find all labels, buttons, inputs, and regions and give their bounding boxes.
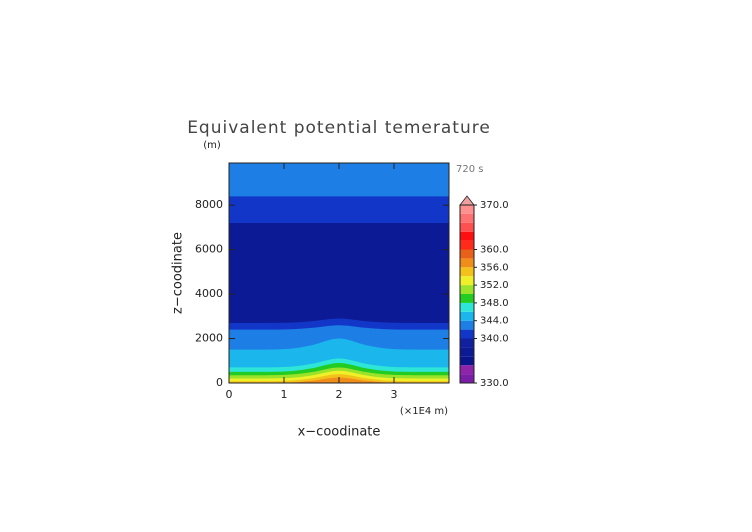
colorbar-tick-label: 330.0: [480, 378, 509, 389]
x-tick-label: 2: [336, 388, 343, 401]
colorbar-tick-label: 340.0: [480, 334, 509, 345]
colorbar-bin: [460, 213, 474, 223]
colorbar-bin: [460, 356, 474, 366]
colorbar-tick-label: 356.0: [480, 262, 509, 273]
colorbar-tick-label: 370.0: [480, 200, 509, 211]
y-unit: (m): [203, 140, 221, 151]
colorbar-bin: [460, 276, 474, 286]
colorbar-frame: [459, 204, 475, 384]
x-axis-label: x−coodinate: [298, 425, 381, 440]
chart-title: Equivalent potential temerature: [187, 118, 491, 138]
y-tick-label: 2000: [195, 332, 223, 345]
colorbar-bin: [460, 267, 474, 277]
colorbar-bin: [460, 231, 474, 241]
colorbar-tick-label: 360.0: [480, 245, 509, 256]
colorbar-bin: [460, 347, 474, 357]
x-tick-label: 0: [226, 388, 233, 401]
colorbar-bin: [460, 302, 474, 312]
colorbar-tick-label: 352.0: [480, 280, 509, 291]
field: [229, 163, 449, 383]
x-tick-label: 1: [281, 388, 288, 401]
time-label: 720 s: [456, 164, 483, 175]
colorbar-bin: [460, 294, 474, 303]
colorbar-tick-label: 344.0: [480, 316, 509, 327]
colorbar-bin: [460, 329, 474, 339]
colorbar-bin: [460, 320, 474, 330]
colorbar-bin: [460, 365, 474, 375]
colorbar-tick-label: 348.0: [480, 298, 509, 309]
colorbar-bin: [460, 285, 474, 294]
colorbar-bin: [460, 258, 474, 268]
y-axis-label: z−coodinate: [171, 232, 186, 314]
colorbar-bin: [460, 311, 474, 321]
colorbar-extend: [459, 195, 475, 206]
colorbar-bin: [460, 374, 474, 383]
colorbar-bin: [460, 205, 474, 214]
x-unit: (×1E4 m): [400, 406, 448, 417]
y-tick-label: 8000: [195, 198, 223, 211]
y-tick-label: 6000: [195, 243, 223, 256]
colorbar-bin: [460, 338, 474, 348]
colorbar-bin: [460, 240, 474, 250]
x-tick-label: 3: [391, 388, 398, 401]
colorbar-bin: [460, 222, 474, 232]
y-tick-label: 0: [216, 376, 223, 389]
colorbar-bin: [460, 249, 474, 259]
y-tick-label: 4000: [195, 287, 223, 300]
